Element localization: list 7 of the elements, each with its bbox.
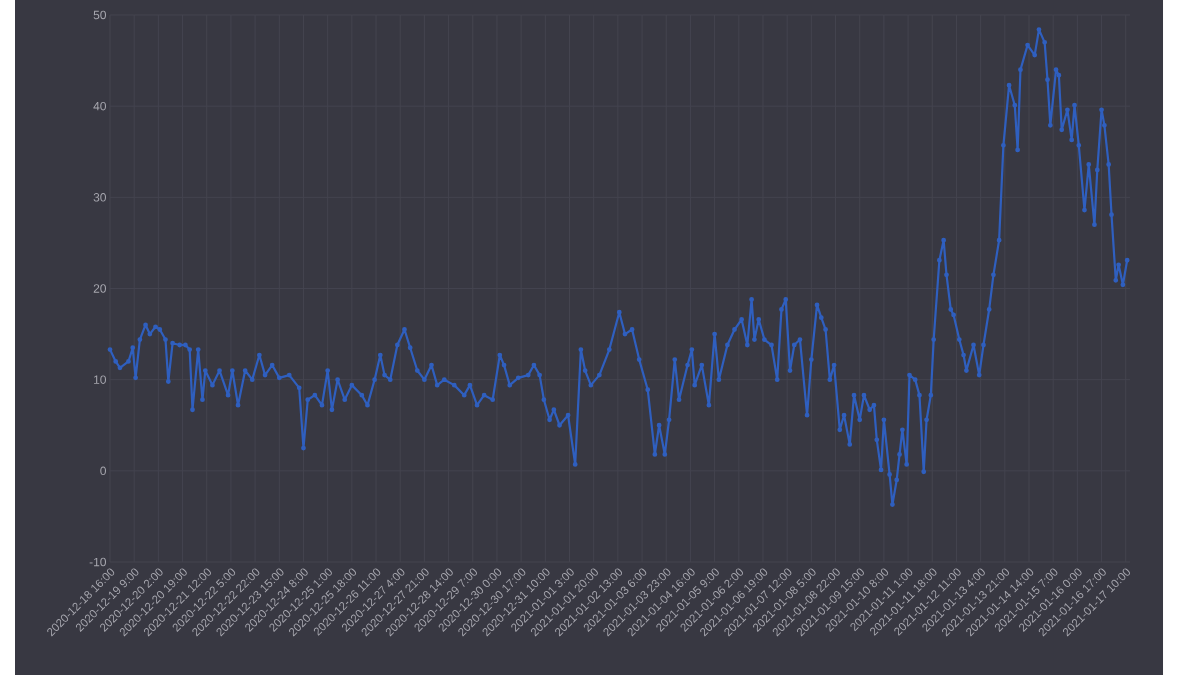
y-tick-label: 30 [93,193,107,202]
y-tick-label: 10 [94,375,107,384]
y-tick-label: 50 [93,10,107,20]
y-tick-label: 0 [100,466,107,476]
y-tick-label: 40 [93,101,107,111]
y-tick-label: 20 [93,284,107,293]
y-tick-label: -10 [89,557,107,567]
